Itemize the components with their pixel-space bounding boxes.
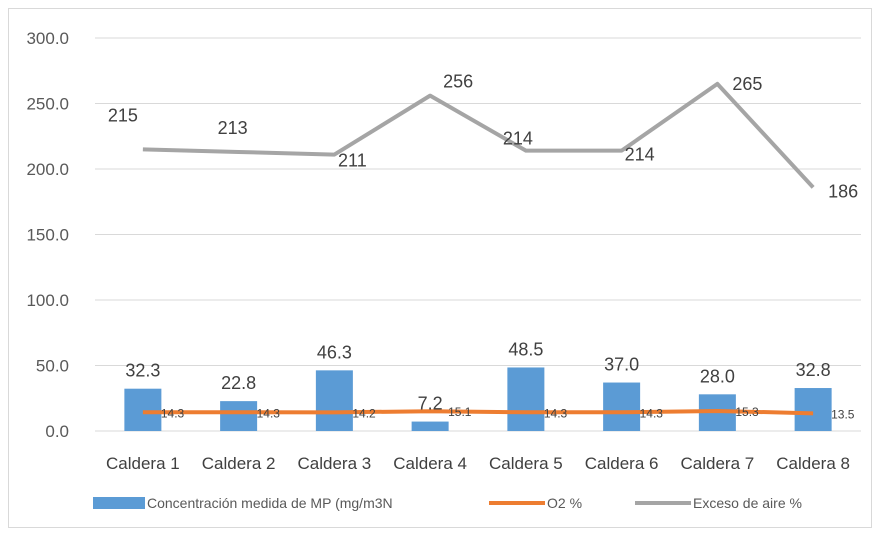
air-data-label: 186 <box>828 181 858 201</box>
o2-data-label: 14.3 <box>544 406 568 420</box>
data-labels: 32.3 22.8 46.3 7.2 48.5 37.0 28.0 32.8 14.3 14.3 1… <box>108 72 858 422</box>
y-axis-ticks: 0.0 50.0 100.0 150.0 200.0 250.0 300.0 <box>26 29 69 441</box>
x-axis-categories: Caldera 1 Caldera 2 Caldera 3 Caldera 4 Cald… <box>106 454 850 473</box>
chart-frame: 0.0 50.0 100.0 150.0 200.0 250.0 300.0 32.3 22.… <box>8 8 872 528</box>
air-data-label: 265 <box>732 74 762 94</box>
o2-data-label: 14.3 <box>640 406 664 420</box>
bar-data-label: 46.3 <box>317 342 352 362</box>
bar-mp <box>603 382 641 431</box>
bar-mp <box>507 367 545 431</box>
y-tick-label: 100.0 <box>26 291 69 310</box>
air-data-label: 215 <box>108 105 138 125</box>
bar-data-label: 37.0 <box>604 355 639 375</box>
bar-mp <box>124 388 162 431</box>
o2-data-label: 15.1 <box>448 405 472 419</box>
x-category-label: Caldera 1 <box>106 454 180 473</box>
o2-data-label: 14.2 <box>352 406 376 420</box>
legend-label-mp: Concentración medida de MP (mg/m3N <box>147 495 393 511</box>
combo-chart: 0.0 50.0 100.0 150.0 200.0 250.0 300.0 32.3 22.… <box>26 29 861 511</box>
x-category-label: Caldera 4 <box>393 454 467 473</box>
x-category-label: Caldera 5 <box>489 454 563 473</box>
y-tick-label: 150.0 <box>26 226 69 245</box>
bar-mp <box>315 370 353 431</box>
bar-mp <box>794 388 832 431</box>
line-exceso-aire <box>142 81 815 189</box>
legend-label-air: Exceso de aire % <box>693 495 802 511</box>
o2-data-label: 15.3 <box>735 405 759 419</box>
x-category-label: Caldera 6 <box>585 454 659 473</box>
y-tick-label: 200.0 <box>26 160 69 179</box>
bar-mp <box>411 421 449 431</box>
bar-data-label: 22.8 <box>221 373 256 393</box>
bar-mp <box>220 401 258 431</box>
gridlines <box>95 37 861 432</box>
o2-data-label: 14.3 <box>257 406 281 420</box>
legend-swatch-mp <box>93 497 145 509</box>
line-series <box>142 81 815 416</box>
line-o2 <box>142 408 814 416</box>
legend-label-o2: O2 % <box>547 495 582 511</box>
air-data-label: 256 <box>443 72 473 92</box>
x-category-label: Caldera 2 <box>202 454 276 473</box>
air-data-label: 213 <box>218 118 248 138</box>
y-tick-label: 50.0 <box>36 357 69 376</box>
o2-data-label: 13.5 <box>831 407 855 421</box>
legend: Concentración medida de MP (mg/m3N O2 % Ex… <box>93 495 802 511</box>
air-data-label: 211 <box>338 151 367 171</box>
o2-data-label: 14.3 <box>161 406 185 420</box>
x-category-label: Caldera 8 <box>776 454 850 473</box>
y-tick-label: 250.0 <box>26 95 69 114</box>
y-tick-label: 0.0 <box>45 422 69 441</box>
x-category-label: Caldera 7 <box>681 454 755 473</box>
bar-data-label: 32.8 <box>796 360 831 380</box>
bar-data-label: 28.0 <box>700 366 735 386</box>
bar-data-label: 7.2 <box>418 394 443 414</box>
x-category-label: Caldera 3 <box>298 454 372 473</box>
bar-data-label: 48.5 <box>508 339 543 359</box>
air-data-label: 214 <box>503 129 533 149</box>
air-data-label: 214 <box>625 145 655 165</box>
bar-data-label: 32.3 <box>125 361 160 381</box>
y-tick-label: 300.0 <box>26 29 69 48</box>
